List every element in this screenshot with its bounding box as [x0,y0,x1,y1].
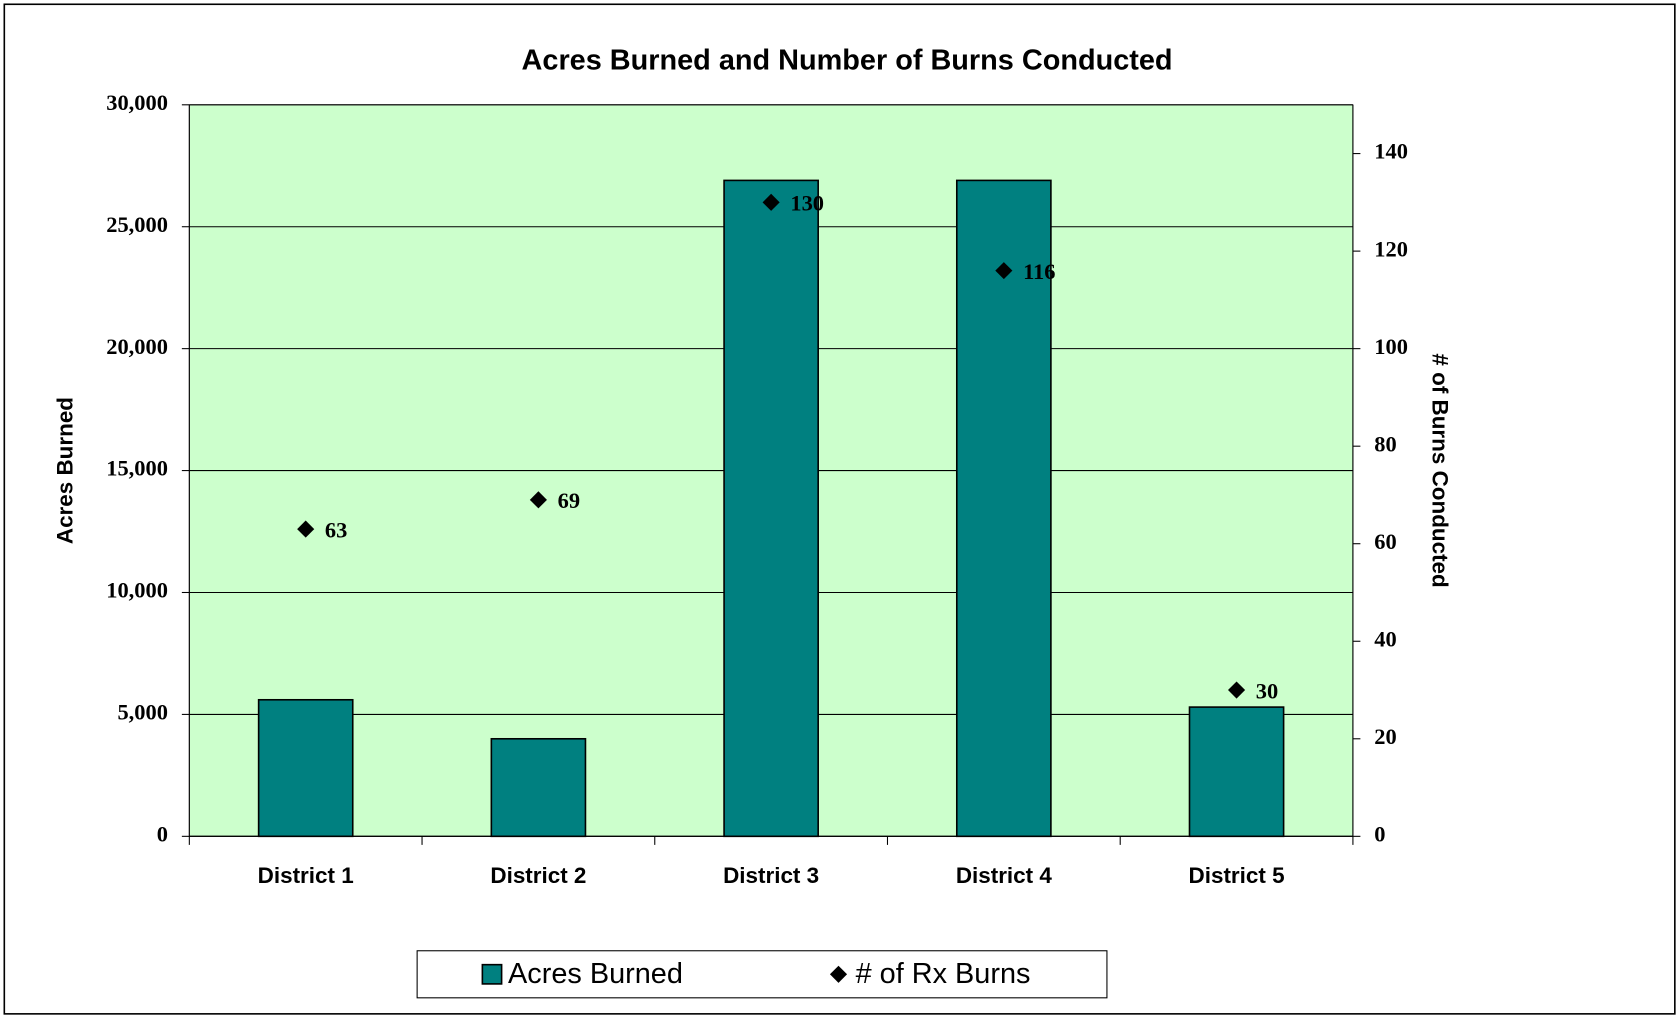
bar [490,737,587,838]
data-label: 130 [790,191,824,216]
y2-tick-label: 100 [1374,334,1408,359]
y-tick-label: 30,000 [106,90,168,115]
data-label: 63 [325,517,347,542]
y2-tick-label: 0 [1374,821,1385,846]
legend-label: # of Rx Burns [856,958,1031,990]
x-tick-label: District 4 [956,863,1053,888]
x-tick-label: District 1 [258,863,354,888]
scatter-point [529,491,547,509]
y2-axis-label: # of Burns Conducted [1428,353,1453,587]
x-tick-label: District 5 [1189,863,1285,888]
legend-swatch [829,965,848,983]
bar [955,179,1052,838]
legend-label: Acres Burned [508,958,683,990]
data-label: 69 [558,488,580,513]
bar [1188,706,1285,838]
scatter-point [762,193,780,211]
data-label: 116 [1023,259,1055,284]
y2-tick-label: 80 [1374,431,1396,456]
y-axis-label: Acres Burned [52,397,77,544]
y2-tick-label: 120 [1374,236,1408,261]
x-tick-label: District 2 [490,863,586,888]
legend-swatch [481,963,503,985]
legend-box [416,950,1108,999]
scatter-point [1228,681,1246,699]
y2-tick-label: 20 [1374,724,1396,749]
y2-tick-label: 40 [1374,626,1396,651]
y-tick-label: 10,000 [106,578,168,603]
y2-tick-label: 60 [1374,529,1396,554]
bar [723,179,819,838]
x-tick-label: District 3 [723,863,819,888]
chart-title: Acres Burned and Number of Burns Conduct… [522,45,1173,77]
scatter-point [297,520,315,538]
data-label: 30 [1256,678,1278,703]
y2-tick-label: 140 [1374,139,1408,164]
y-tick-label: 25,000 [106,212,168,237]
y-tick-label: 20,000 [106,334,168,359]
y-tick-label: 15,000 [106,456,168,481]
y-tick-label: 5,000 [117,700,167,725]
bar [257,698,354,838]
y-tick-label: 0 [157,821,168,846]
